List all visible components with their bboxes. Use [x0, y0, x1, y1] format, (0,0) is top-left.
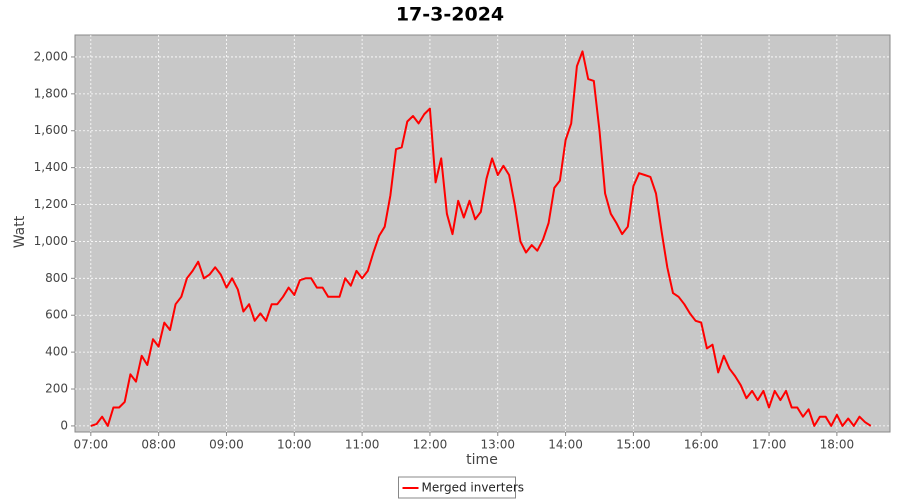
legend-label: Merged inverters [422, 481, 525, 495]
y-tick-label: 2,000 [34, 49, 68, 63]
x-tick-label: 09:00 [209, 438, 244, 452]
x-tick-label: 17:00 [752, 438, 787, 452]
x-tick-label: 11:00 [345, 438, 380, 452]
x-axis-title: time [466, 452, 498, 468]
y-tick-label: 1,600 [34, 123, 68, 137]
x-tick-label: 12:00 [413, 438, 448, 452]
y-tick-label: 800 [45, 271, 68, 285]
x-tick-label: 08:00 [141, 438, 176, 452]
chart-title: 17-3-2024 [396, 4, 504, 26]
x-tick-label: 14:00 [548, 438, 583, 452]
data-line [90, 50, 872, 427]
x-tick-label: 18:00 [820, 438, 855, 452]
legend-box [398, 476, 516, 499]
y-tick-label: 1,000 [34, 234, 68, 248]
x-tick-label: 15:00 [616, 438, 651, 452]
y-tick-label: 1,400 [34, 160, 68, 174]
y-tick-label: 1,200 [34, 197, 68, 211]
y-tick-label: 400 [45, 345, 68, 359]
legend: Merged inverters [398, 476, 525, 499]
plot-area [74, 34, 891, 433]
y-axis-title: Watt [12, 215, 28, 248]
y-tick-label: 1,800 [34, 86, 68, 100]
x-tick-label: 10:00 [277, 438, 312, 452]
x-tick-label: 07:00 [74, 438, 109, 452]
y-tick-label: 0 [60, 418, 68, 432]
y-tick-label: 200 [45, 382, 68, 396]
y-tick-label: 600 [45, 308, 68, 322]
x-tick-label: 16:00 [684, 438, 719, 452]
x-tick-label: 13:00 [480, 438, 515, 452]
